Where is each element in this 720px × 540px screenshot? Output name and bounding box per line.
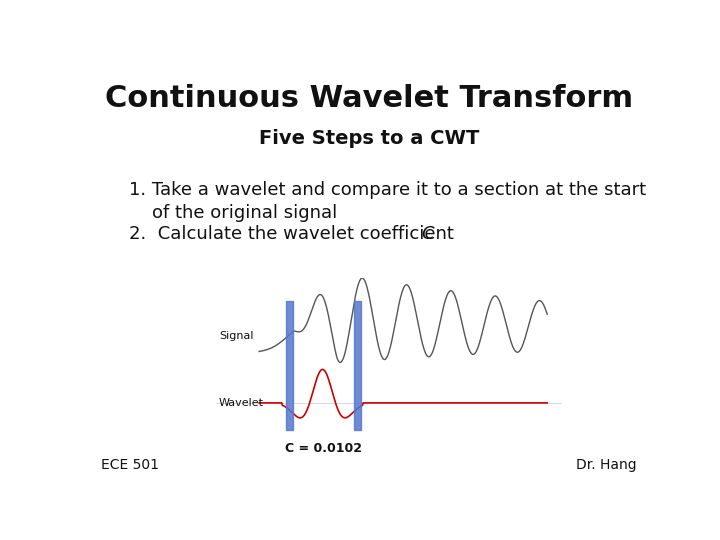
- Text: C = 0.0102: C = 0.0102: [285, 442, 361, 455]
- Text: Dr. Hang: Dr. Hang: [576, 458, 637, 472]
- Text: 1. Take a wavelet and compare it to a section at the start: 1. Take a wavelet and compare it to a se…: [129, 181, 646, 199]
- Text: C: C: [421, 225, 434, 243]
- Text: Wavelet: Wavelet: [219, 398, 264, 408]
- Text: of the original signal: of the original signal: [129, 204, 337, 222]
- Text: Five Steps to a CWT: Five Steps to a CWT: [258, 129, 480, 149]
- Text: Continuous Wavelet Transform: Continuous Wavelet Transform: [105, 84, 633, 112]
- Text: 2.  Calculate the wavelet coefficient: 2. Calculate the wavelet coefficient: [129, 225, 459, 243]
- Text: ECE 501: ECE 501: [101, 458, 159, 472]
- Text: Signal: Signal: [219, 331, 253, 341]
- Bar: [286, 301, 293, 430]
- Bar: [354, 301, 361, 430]
